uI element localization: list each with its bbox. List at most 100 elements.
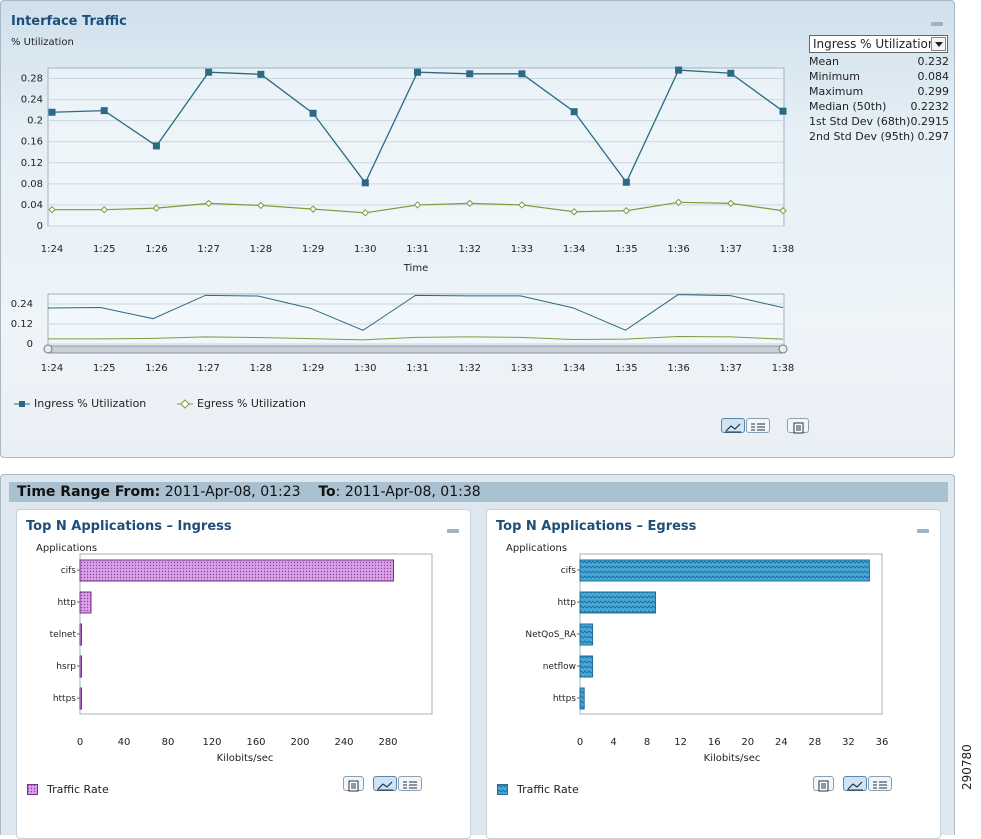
- egress-x-tick-label: 36: [876, 737, 889, 748]
- egress-data-point[interactable]: [622, 207, 631, 215]
- range-slider-left-handle[interactable]: [43, 344, 53, 354]
- ingress-data-point[interactable]: [309, 109, 317, 117]
- x-tick-label: 1:36: [667, 363, 689, 374]
- overview-chart: 0 0.12 0.24 1:24 1:25 1:26 1:27 1:28 1:29 1:30 1:…: [11, 293, 794, 374]
- top-n-section: Time Range From: 2011-Apr-08, 01:23 To: …: [0, 474, 955, 839]
- legend-ingress[interactable]: Ingress % Utilization: [14, 397, 146, 410]
- ingress-x-tick-label: 280: [378, 737, 397, 748]
- table-view-button[interactable]: [868, 776, 892, 791]
- egress-bar[interactable]: [579, 559, 870, 582]
- egress-data-point[interactable]: [152, 204, 161, 212]
- traffic-rate-legend-icon: [497, 783, 508, 795]
- minimize-icon[interactable]: [931, 22, 943, 26]
- document-icon: [818, 780, 829, 792]
- x-tick-label: 1:25: [93, 244, 115, 255]
- x-tick-label: 1:32: [458, 363, 480, 374]
- ingress-data-point[interactable]: [152, 142, 160, 150]
- x-tick-label: 1:35: [615, 363, 637, 374]
- egress-data-point[interactable]: [361, 209, 369, 217]
- range-slider-track[interactable]: [45, 345, 787, 354]
- egress-data-point[interactable]: [570, 208, 578, 216]
- egress-bar[interactable]: [579, 623, 594, 646]
- egress-bar[interactable]: [579, 687, 585, 710]
- ingress-data-point[interactable]: [675, 66, 683, 74]
- interface-traffic-panel: Interface Traffic % Utilization 0 0.04 0.0…: [0, 0, 955, 458]
- chart-view-button[interactable]: [843, 776, 867, 791]
- minimize-icon[interactable]: [917, 529, 929, 533]
- range-slider-right-handle[interactable]: [778, 344, 788, 354]
- egress-category-label: http: [558, 598, 577, 608]
- egress-legend[interactable]: Traffic Rate: [497, 783, 579, 796]
- stat-row: 1st Std Dev (68th) 0.2915: [809, 114, 949, 129]
- ingress-bar[interactable]: [79, 655, 82, 678]
- ingress-data-point[interactable]: [570, 108, 578, 116]
- ingress-bar[interactable]: [79, 623, 82, 646]
- stat-label: Median (50th): [809, 100, 887, 113]
- chevron-down-icon[interactable]: [931, 37, 946, 51]
- ingress-legend[interactable]: Traffic Rate: [27, 783, 109, 796]
- egress-data-point[interactable]: [518, 201, 526, 209]
- ingress-data-point[interactable]: [361, 179, 369, 187]
- ingress-x-tick-label: 120: [202, 737, 221, 748]
- egress-x-tick-label: 0: [577, 737, 583, 748]
- ingress-panel-title: Top N Applications – Ingress: [26, 519, 232, 534]
- egress-data-point[interactable]: [466, 199, 474, 208]
- stat-value: 0.2915: [910, 115, 950, 128]
- egress-data-point[interactable]: [257, 201, 265, 210]
- ingress-data-point[interactable]: [727, 69, 735, 77]
- legend-egress[interactable]: Egress % Utilization: [177, 397, 306, 410]
- table-view-button[interactable]: [746, 418, 770, 433]
- minimize-icon[interactable]: [447, 529, 459, 533]
- egress-data-point[interactable]: [48, 205, 56, 214]
- stat-label: Maximum: [809, 85, 864, 98]
- chart-view-button[interactable]: [721, 418, 745, 433]
- egress-data-point[interactable]: [727, 199, 735, 208]
- egress-data-point[interactable]: [413, 201, 422, 209]
- export-button[interactable]: [787, 418, 809, 434]
- table-icon: [873, 781, 887, 789]
- stat-row: 2nd Std Dev (95th) 0.297: [809, 129, 949, 144]
- x-tick-label: 1:38: [772, 244, 794, 255]
- table-view-button[interactable]: [398, 776, 422, 791]
- egress-data-point[interactable]: [779, 207, 787, 215]
- ingress-bar[interactable]: [79, 591, 92, 614]
- y-tick-label: 0: [37, 221, 43, 232]
- overview-egress-line: [48, 335, 784, 341]
- ingress-data-point[interactable]: [518, 70, 526, 78]
- x-tick-label: 1:26: [145, 244, 167, 255]
- egress-data-point[interactable]: [204, 199, 213, 208]
- x-tick-label: 1:33: [511, 244, 533, 255]
- document-icon: [793, 422, 804, 434]
- ingress-data-point[interactable]: [414, 68, 421, 76]
- egress-bar[interactable]: [579, 655, 594, 678]
- ingress-bar[interactable]: [79, 559, 394, 582]
- x-tick-label: 1:28: [250, 363, 272, 374]
- ingress-data-point[interactable]: [205, 68, 213, 76]
- ingress-data-point[interactable]: [100, 107, 108, 115]
- x-tick-label: 1:26: [145, 363, 167, 374]
- ingress-data-point[interactable]: [779, 107, 787, 115]
- ingress-legend-icon: [14, 400, 30, 407]
- egress-data-point[interactable]: [100, 205, 108, 214]
- time-range-bar: Time Range From: 2011-Apr-08, 01:23 To: …: [9, 482, 948, 502]
- interface-traffic-title: Interface Traffic: [11, 14, 127, 29]
- ingress-data-point[interactable]: [466, 70, 474, 78]
- ingress-data-point[interactable]: [257, 70, 265, 78]
- egress-x-tick-label: 20: [741, 737, 754, 748]
- export-button[interactable]: [813, 776, 834, 792]
- chart-view-button[interactable]: [373, 776, 397, 791]
- top-n-ingress-panel: Top N Applications – Ingress Application…: [16, 509, 471, 839]
- export-button[interactable]: [343, 776, 364, 792]
- ingress-bar[interactable]: [79, 687, 82, 710]
- ingress-category-label: http: [58, 598, 77, 608]
- metric-select[interactable]: Ingress % Utilization: [809, 35, 948, 53]
- egress-data-point[interactable]: [309, 205, 317, 213]
- egress-category-label: netflow: [543, 662, 576, 672]
- egress-data-point[interactable]: [674, 198, 683, 207]
- ingress-data-point[interactable]: [622, 178, 630, 186]
- egress-bar[interactable]: [579, 591, 656, 614]
- ingress-category-label: hsrp: [56, 662, 76, 672]
- x-tick-label: 1:27: [197, 363, 219, 374]
- y-tick-label: 0.16: [21, 137, 43, 148]
- ingress-data-point[interactable]: [48, 108, 56, 116]
